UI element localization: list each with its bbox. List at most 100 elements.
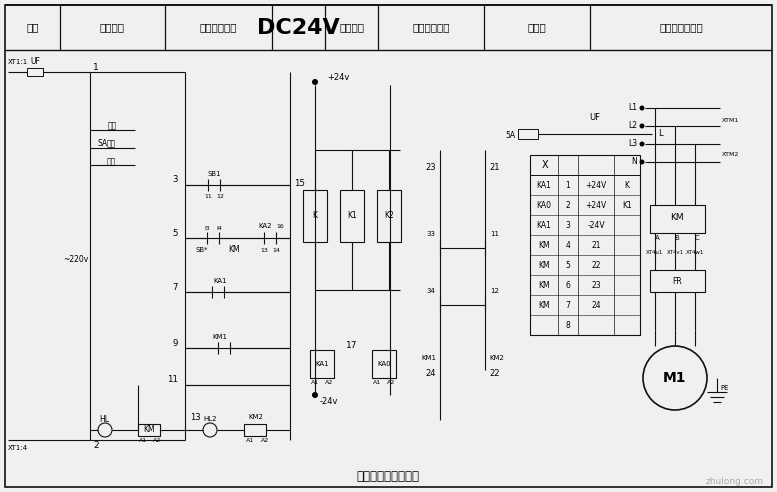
Text: KM: KM <box>228 246 239 254</box>
Text: KM: KM <box>538 260 550 270</box>
Text: KM2: KM2 <box>489 355 503 361</box>
Text: X: X <box>542 160 549 170</box>
Text: 自动: 自动 <box>108 122 117 130</box>
Text: ~220v: ~220v <box>64 255 89 265</box>
Text: K1: K1 <box>622 201 632 210</box>
Text: KA1: KA1 <box>213 278 227 284</box>
Text: 14: 14 <box>272 247 280 252</box>
Text: KM2: KM2 <box>248 414 263 420</box>
Text: XTM1: XTM1 <box>722 118 739 123</box>
Text: XT1:4: XT1:4 <box>8 445 28 451</box>
Text: 12: 12 <box>216 194 224 199</box>
Text: l3: l3 <box>204 225 210 230</box>
Text: 22: 22 <box>489 369 500 377</box>
Text: 手动控制: 手动控制 <box>100 23 125 32</box>
Text: +24V: +24V <box>585 181 607 189</box>
Text: XT4u1: XT4u1 <box>646 249 664 254</box>
Bar <box>310 350 334 378</box>
Bar <box>303 190 327 242</box>
Text: 7: 7 <box>566 301 570 309</box>
Text: KM1: KM1 <box>421 355 436 361</box>
Text: KA1: KA1 <box>537 220 552 229</box>
Text: 11: 11 <box>167 375 178 385</box>
Text: L3: L3 <box>628 140 637 149</box>
Bar <box>650 205 705 233</box>
Text: 消防控制自控: 消防控制自控 <box>200 23 237 32</box>
Text: l4: l4 <box>216 225 222 230</box>
Text: 12: 12 <box>490 288 499 294</box>
Text: 电源: 电源 <box>26 23 39 32</box>
Text: -24V: -24V <box>587 220 605 229</box>
Text: 手动: 手动 <box>107 140 117 149</box>
Text: A1: A1 <box>246 438 254 443</box>
Text: 5: 5 <box>566 260 570 270</box>
Text: SB1: SB1 <box>208 171 221 177</box>
Text: DC24V: DC24V <box>257 18 340 37</box>
Text: zhulong.com: zhulong.com <box>706 476 764 486</box>
Text: 11: 11 <box>204 194 212 199</box>
Bar <box>244 424 266 436</box>
Text: 消防返回信号: 消防返回信号 <box>413 23 450 32</box>
Text: 3: 3 <box>566 220 570 229</box>
Text: 5A: 5A <box>505 130 515 140</box>
Text: A2: A2 <box>153 438 162 443</box>
Text: L2: L2 <box>628 122 637 130</box>
Text: KM: KM <box>143 426 155 434</box>
Text: 13: 13 <box>190 412 200 422</box>
Text: K1: K1 <box>347 212 357 220</box>
Text: KM: KM <box>538 301 550 309</box>
Text: C: C <box>695 235 699 241</box>
Circle shape <box>639 142 644 147</box>
Bar <box>377 190 401 242</box>
Text: KA2: KA2 <box>258 223 271 229</box>
Text: 排烟风机主回路: 排烟风机主回路 <box>659 23 703 32</box>
Text: KA1: KA1 <box>315 361 329 367</box>
Text: HL2: HL2 <box>204 416 217 422</box>
Text: XT4w1: XT4w1 <box>686 249 704 254</box>
Text: 23: 23 <box>591 280 601 289</box>
Text: UF: UF <box>590 113 601 122</box>
Text: 1: 1 <box>566 181 570 189</box>
Circle shape <box>639 105 644 111</box>
Text: B: B <box>674 235 679 241</box>
Bar <box>138 424 160 436</box>
Text: 21: 21 <box>591 241 601 249</box>
Text: 34: 34 <box>426 288 435 294</box>
Bar <box>650 270 705 292</box>
Circle shape <box>639 159 644 164</box>
Text: 24: 24 <box>426 369 436 377</box>
Text: 24: 24 <box>591 301 601 309</box>
Text: 端子排: 端子排 <box>528 23 546 32</box>
Text: SA: SA <box>97 140 107 149</box>
Text: 停止: 停止 <box>107 157 117 166</box>
Text: 9: 9 <box>172 338 178 347</box>
Text: 7: 7 <box>172 282 178 291</box>
Text: A2: A2 <box>387 380 395 386</box>
Text: 排烟风机控制电路图: 排烟风机控制电路图 <box>357 470 420 484</box>
Circle shape <box>312 79 318 85</box>
Bar <box>340 190 364 242</box>
Text: KM: KM <box>538 241 550 249</box>
Text: XTM2: XTM2 <box>722 153 740 157</box>
Text: N: N <box>631 157 637 166</box>
Text: A: A <box>655 235 660 241</box>
Text: KA1: KA1 <box>537 181 552 189</box>
Text: KM1: KM1 <box>212 334 227 340</box>
Text: A1: A1 <box>139 438 147 443</box>
Text: A2: A2 <box>261 438 270 443</box>
Text: PE: PE <box>720 385 729 391</box>
Bar <box>372 350 396 378</box>
Text: XT4v1: XT4v1 <box>667 249 684 254</box>
Text: 3: 3 <box>172 176 178 184</box>
Text: KM: KM <box>671 214 684 222</box>
Text: A1: A1 <box>373 380 382 386</box>
Text: FR: FR <box>672 277 682 285</box>
Text: 22: 22 <box>591 260 601 270</box>
Text: A1: A1 <box>311 380 319 386</box>
Text: 2: 2 <box>93 440 99 450</box>
Text: HL: HL <box>99 414 109 424</box>
Bar <box>518 129 538 139</box>
Text: 4: 4 <box>566 241 570 249</box>
Text: KM: KM <box>538 280 550 289</box>
Text: KA0: KA0 <box>377 361 391 367</box>
